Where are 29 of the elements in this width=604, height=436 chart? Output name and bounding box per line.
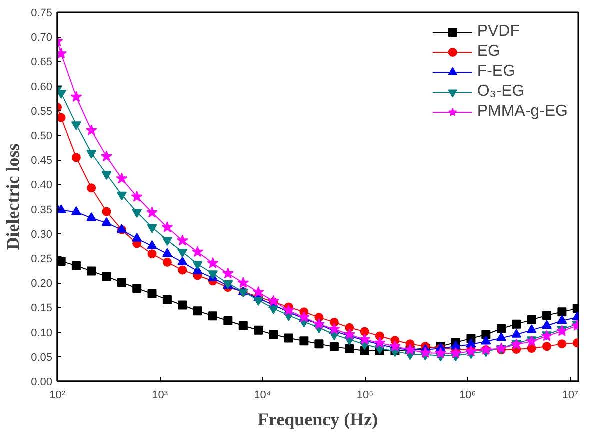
legend-label: EG	[477, 42, 500, 62]
y-tick-label: 0.75	[31, 8, 53, 20]
y-tick-label: 0.30	[31, 228, 53, 241]
y-tick-label: 0.15	[31, 302, 53, 315]
x-tick-label: 10³	[152, 390, 168, 402]
y-tick-label: 0.65	[31, 56, 53, 69]
legend-label: PMMA-g-EG	[477, 102, 568, 122]
x-axis-title: Frequency (Hz)	[258, 410, 378, 430]
y-tick-label: 0.05	[31, 352, 53, 364]
y-tick-label: 0.00	[31, 376, 53, 388]
x-tick-label: 10⁶	[459, 390, 476, 402]
y-tick-label: 0.40	[31, 180, 53, 192]
y-tick-label: 0.55	[31, 106, 53, 118]
x-tick-label: 10²	[50, 390, 66, 402]
y-tick-label: 0.20	[31, 278, 53, 290]
y-tick-label: 0.70	[31, 32, 53, 44]
y-tick-label: 0.25	[31, 254, 53, 266]
y-axis-title: Dielectric loss	[3, 144, 24, 250]
y-tick-label: 0.10	[31, 327, 53, 340]
y-tick-label: 0.60	[31, 81, 53, 94]
x-tick-label: 10⁵	[356, 390, 374, 402]
x-tick-label: 10⁷	[562, 390, 579, 402]
legend-label: F-EG	[477, 62, 516, 82]
y-tick-label: 0.50	[31, 130, 53, 142]
y-tick-label: 0.35	[31, 204, 53, 216]
legend-label: O₃-EG	[477, 82, 525, 102]
legend-label: PVDF	[477, 22, 520, 42]
y-tick-label: 0.45	[31, 155, 53, 168]
x-tick-label: 10⁴	[254, 390, 272, 402]
